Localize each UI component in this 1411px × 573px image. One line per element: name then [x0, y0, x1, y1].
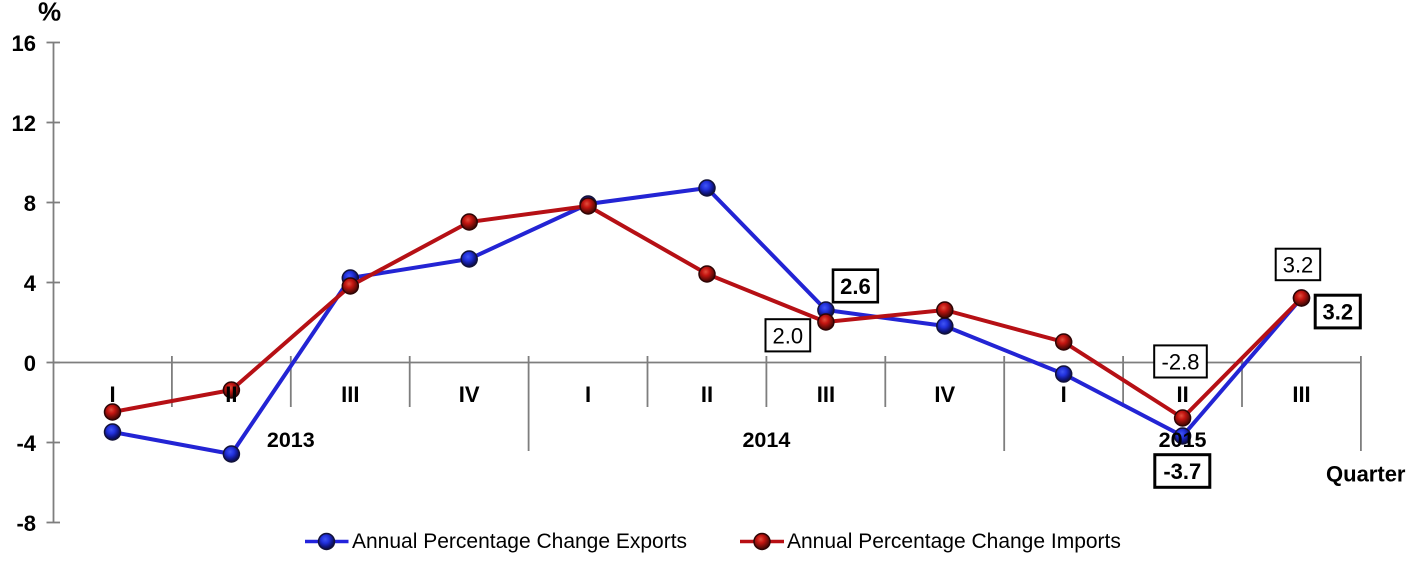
svg-text:II: II	[225, 382, 237, 407]
svg-text:IV: IV	[459, 382, 480, 407]
svg-text:I: I	[585, 382, 591, 407]
svg-text:Annual Percentage Change Expor: Annual Percentage Change Exports	[352, 530, 687, 553]
svg-text:%: %	[38, 0, 61, 27]
svg-text:2014: 2014	[742, 428, 790, 452]
svg-text:Quarter: Quarter	[1326, 462, 1406, 487]
svg-text:8: 8	[24, 191, 36, 216]
svg-text:3.2: 3.2	[1283, 253, 1314, 278]
svg-text:-2.8: -2.8	[1162, 350, 1200, 375]
svg-text:2.6: 2.6	[840, 274, 871, 299]
svg-text:2015: 2015	[1159, 428, 1207, 452]
svg-text:0: 0	[24, 351, 36, 376]
svg-text:12: 12	[12, 111, 36, 136]
svg-text:IV: IV	[934, 382, 955, 407]
svg-text:16: 16	[12, 31, 36, 56]
svg-text:3.2: 3.2	[1323, 300, 1354, 325]
svg-text:Annual Percentage Change Impor: Annual Percentage Change Imports	[787, 530, 1121, 553]
svg-text:-3.7: -3.7	[1163, 459, 1201, 484]
svg-text:-4: -4	[16, 431, 36, 456]
svg-text:I: I	[109, 382, 115, 407]
svg-text:2.0: 2.0	[773, 324, 804, 349]
svg-text:II: II	[1176, 382, 1188, 407]
svg-text:III: III	[817, 382, 835, 407]
svg-text:II: II	[701, 382, 713, 407]
svg-text:-8: -8	[16, 511, 36, 536]
svg-text:4: 4	[24, 271, 37, 296]
svg-text:I: I	[1061, 382, 1067, 407]
svg-text:III: III	[1292, 382, 1310, 407]
svg-text:III: III	[341, 382, 359, 407]
svg-text:2013: 2013	[267, 428, 315, 452]
